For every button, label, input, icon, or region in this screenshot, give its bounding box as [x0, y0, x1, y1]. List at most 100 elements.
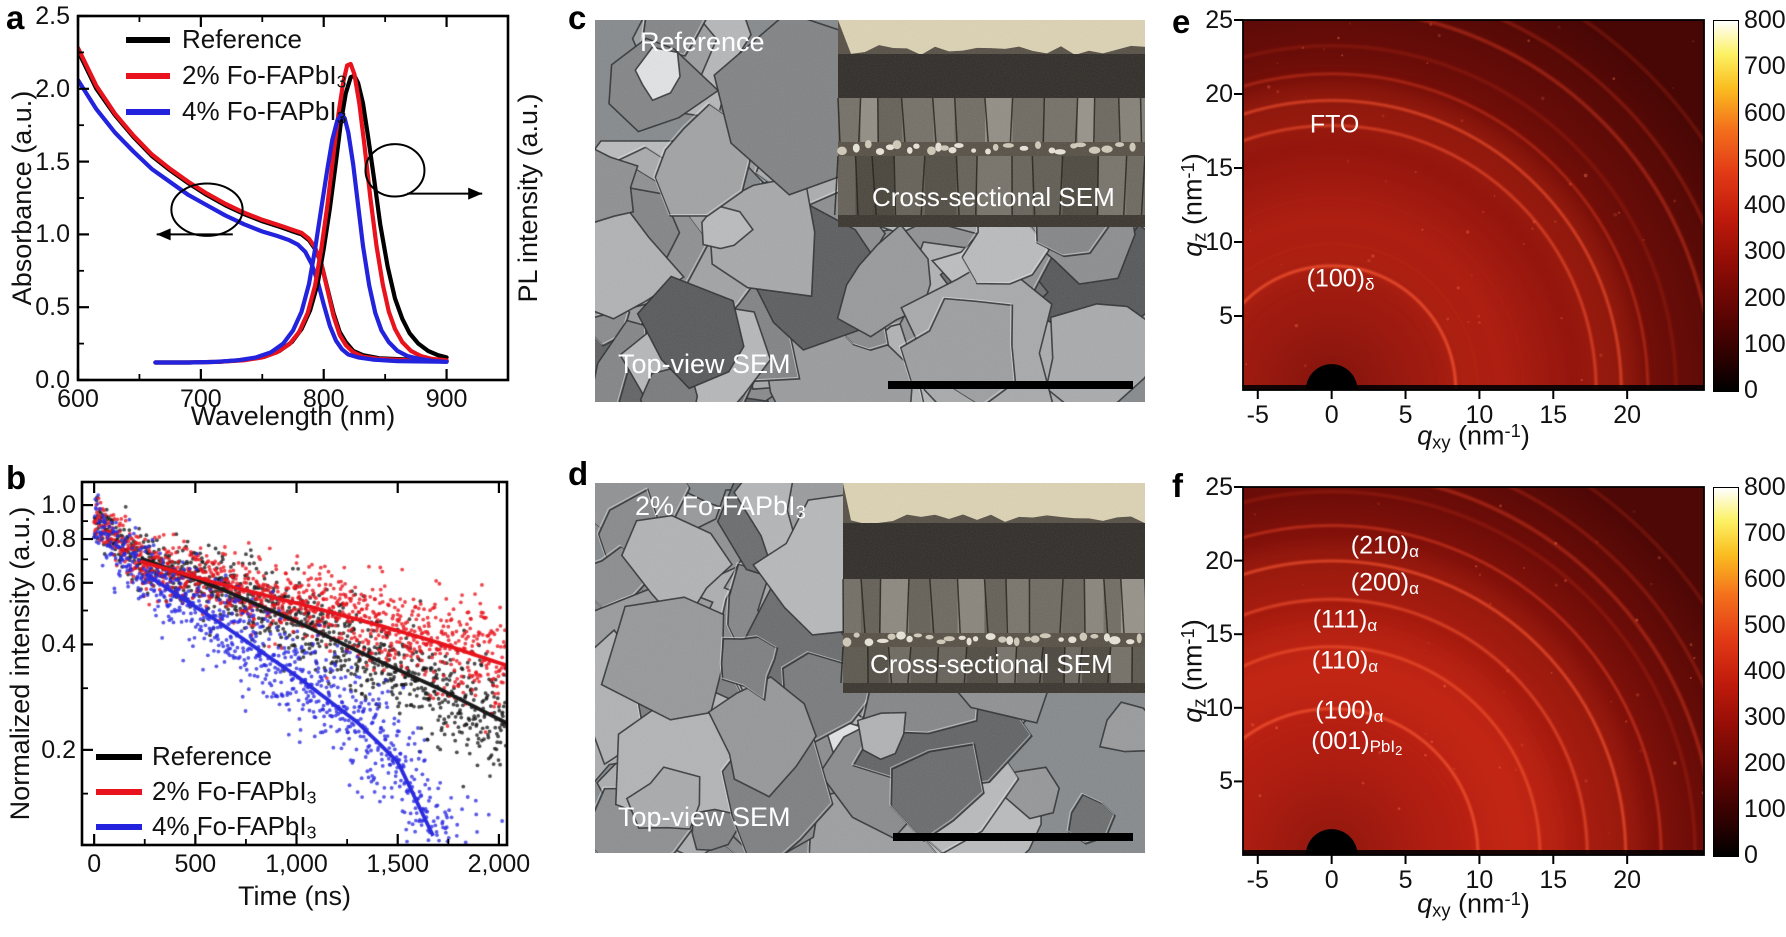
a-x-tick-label: 700 [179, 385, 222, 413]
e-colorbar-tick-label: 500 [1744, 144, 1786, 173]
b-x-tick-label: 0 [87, 850, 102, 878]
e-ring-annotation: FTO [1309, 110, 1360, 139]
f-x-tick-label: 20 [1613, 866, 1642, 894]
f-ring-annotation: (111)α [1312, 605, 1378, 635]
e-x-tick-label: 20 [1613, 401, 1642, 429]
trpl-scatter-canvas [82, 482, 507, 845]
f-colorbar-tick-label: 800 [1744, 473, 1786, 501]
e-x-tick-label: 0 [1324, 401, 1339, 429]
d-inset-label: Cross-sectional SEM [870, 649, 1113, 679]
f-y-tick-label: 15 [1205, 620, 1233, 649]
f-giwaxs-image [1243, 487, 1704, 855]
c-topview-label: Top-view SEM [618, 349, 791, 379]
e-colorbar-tick-label: 200 [1744, 283, 1786, 312]
e-y-tick-label: 15 [1205, 154, 1233, 182]
b-plot [80, 480, 509, 847]
e-colorbar-tick-label: 0 [1744, 376, 1758, 404]
panel-d-letter: d [568, 455, 589, 492]
f-y-tick-label: 5 [1219, 767, 1233, 796]
f-y-axis-title: qz (nm-1) [1177, 619, 1210, 723]
b-x-axis-title: Time (ns) [238, 881, 351, 911]
a-plot [76, 14, 510, 382]
b-x-tick-label: 2,000 [467, 850, 531, 878]
panel-e-letter: e [1172, 3, 1191, 40]
b-legend-label: 2% Fo-FAPbI3 [152, 776, 317, 808]
f-colorbar-tick-label: 0 [1744, 841, 1758, 869]
b-y-tick-label: 0.6 [41, 568, 76, 597]
a-legend-label: Reference [182, 24, 302, 54]
d-topview-label: Top-view SEM [618, 802, 791, 832]
e-colorbar-tick-label: 400 [1744, 191, 1786, 219]
e-y-tick-label: 5 [1219, 302, 1233, 330]
b-x-tick-label: 500 [174, 850, 217, 878]
a-y-tick-label: 2.0 [35, 74, 70, 103]
d-sample-label: 2% Fo-FAPbI3 [635, 491, 806, 523]
a-y-tick-label: 0.0 [35, 366, 70, 394]
e-ring-annotation: (100)δ [1306, 264, 1375, 295]
f-colorbar-tick-label: 400 [1744, 657, 1786, 685]
a-legend-label: 4% Fo-FAPbI3 [182, 96, 347, 128]
b-y-tick-label: 1.0 [41, 491, 76, 520]
a-series-5 [153, 112, 449, 365]
f-y-tick-label: 10 [1205, 693, 1233, 722]
f-ring-annotation: (210)α [1350, 531, 1419, 562]
f-y-tick-label: 20 [1205, 546, 1233, 575]
b-y-tick-label: 0.2 [41, 735, 76, 764]
e-colorbar [1713, 20, 1739, 392]
f-colorbar-tick-label: 500 [1744, 611, 1786, 639]
e-y-tick-label: 10 [1205, 228, 1233, 256]
panel-a-letter: a [6, 0, 25, 36]
b-legend-label: Reference [152, 741, 272, 771]
a-annotation-ellipse [170, 182, 244, 237]
f-colorbar-tick-label: 200 [1744, 749, 1786, 777]
c-sem-image [595, 20, 1145, 402]
a-y-tick-label: 1.5 [35, 147, 70, 176]
b-legend-label: 4% Fo-FAPbI3 [152, 811, 317, 843]
e-x-tick-label: 10 [1465, 401, 1494, 429]
a-annotation-ellipse [364, 143, 426, 198]
f-ring-annotation: (110)α [1311, 646, 1379, 676]
e-y-axis-title: qz (nm-1) [1177, 153, 1210, 257]
e-colorbar-tick-label: 800 [1744, 6, 1786, 34]
a-y2-axis-title: PL intensity (a.u.) [513, 93, 543, 303]
a-x-tick-label: 900 [425, 385, 468, 413]
b-x-tick-label: 1,000 [265, 850, 328, 878]
panel-c-letter: c [568, 0, 587, 36]
e-y-tick-label: 20 [1205, 80, 1233, 108]
d-sem-image [595, 483, 1145, 853]
e-colorbar-tick-label: 300 [1744, 237, 1786, 266]
e-x-tick-label: 15 [1539, 401, 1568, 429]
a-y-tick-label: 1.0 [35, 220, 70, 249]
f-colorbar-tick-label: 600 [1744, 565, 1786, 593]
f-colorbar [1713, 487, 1739, 857]
a-series-4 [153, 61, 449, 365]
f-colorbar-tick-label: 700 [1744, 519, 1786, 547]
e-colorbar-tick-label: 600 [1744, 98, 1786, 127]
f-x-tick-label: -5 [1246, 866, 1269, 894]
a-y-tick-label: 2.5 [35, 2, 70, 30]
e-colorbar-tick-label: 700 [1744, 52, 1786, 81]
e-giwaxs-image [1243, 20, 1704, 390]
e-colorbar-tick-label: 100 [1744, 329, 1786, 358]
e-x-tick-label: 5 [1398, 401, 1413, 429]
a-y-tick-label: 0.5 [35, 293, 70, 322]
f-colorbar-tick-label: 100 [1744, 795, 1786, 823]
panel-f-letter: f [1172, 467, 1183, 504]
a-x-tick-label: 800 [302, 385, 345, 413]
c-sample-label: Reference [640, 27, 765, 57]
e-x-tick-label: -5 [1246, 401, 1269, 429]
f-x-tick-label: 15 [1539, 866, 1568, 894]
a-y-axis-title: Absorbance (a.u.) [7, 90, 37, 306]
e-y-tick-label: 25 [1205, 6, 1233, 34]
f-x-tick-label: 0 [1324, 866, 1339, 894]
e-x-axis-title: qxy (nm-1) [1417, 420, 1530, 453]
f-ring-annotation: (001)PbI2 [1311, 726, 1403, 758]
f-colorbar-tick-label: 300 [1744, 703, 1786, 731]
a-x-axis-title: Wavelength (nm) [190, 401, 396, 431]
a-series-2 [78, 77, 449, 364]
f-y-tick-label: 25 [1205, 473, 1233, 501]
f-ring-annotation: (100)α [1315, 696, 1384, 727]
panel-b-letter: b [6, 459, 27, 496]
